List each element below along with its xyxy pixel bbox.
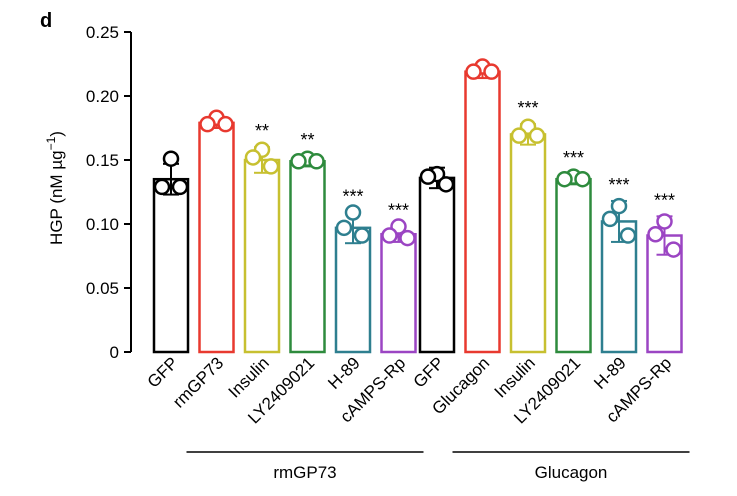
data-point [335,219,353,237]
significance-label: *** [608,175,629,195]
data-point [619,227,637,244]
data-point [483,63,500,80]
significance-label: *** [654,190,675,210]
bar [380,232,417,354]
bar [289,160,326,354]
data-point [647,225,664,243]
data-point [665,241,682,258]
significance-label: ** [300,130,314,150]
data-point [199,115,216,133]
data-point [217,115,234,133]
bar [509,133,547,354]
significance-label: ** [255,121,269,141]
data-point [419,168,437,185]
data-point [465,63,482,80]
x-tick-label: rmGP73 [169,353,227,411]
y-label-close: ) [47,131,66,137]
data-point [262,158,280,175]
data-point [308,153,325,170]
y-tick-label: 0.05 [86,279,119,298]
data-point [353,227,371,244]
data-point [290,153,307,170]
y-axis-label: HGP (nM µg−1) [44,131,66,245]
x-tick-label: GFP [410,353,448,391]
data-point [399,229,416,247]
x-tick-label: H-89 [590,353,629,392]
bar [152,177,190,354]
data-point [510,127,528,144]
y-tick-label: 0.25 [86,23,119,42]
data-point [437,176,455,193]
data-point [574,170,591,188]
x-tick-label: H-89 [324,353,363,392]
bar [464,70,501,354]
panel-label: d [40,10,53,32]
significance-label: *** [563,148,584,168]
x-tick-label: GFP [144,353,182,391]
data-point [610,197,628,215]
data-point [153,178,171,196]
data-point [381,227,398,244]
data-point [244,149,262,166]
data-point [171,178,189,196]
data-point [601,210,619,228]
bar [243,158,281,354]
significance-label: *** [388,201,409,221]
data-point [656,213,673,230]
bar [334,226,372,354]
y-tick-label: 0 [110,343,119,362]
y-label-main: HGP (nM µg [47,150,66,245]
data-point [344,204,362,221]
group-labels: rmGP73 Glucagon [186,451,690,482]
y-axis: 0 0.05 0.10 0.15 0.20 0.25 [86,23,132,362]
group-label: Glucagon [535,463,608,482]
group-label: rmGP73 [273,463,336,482]
data-point [556,170,573,188]
y-tick-label: 0.20 [86,87,119,106]
significance-label: *** [342,186,363,206]
bar [418,176,456,354]
bar [198,121,235,354]
y-tick-label: 0.15 [86,151,119,170]
y-tick-label: 0.10 [86,215,119,234]
y-label-superscript: −1 [44,136,58,150]
significance-label: *** [517,98,538,118]
bars-layer: ** ******************** [152,58,683,354]
data-point [162,150,180,167]
bar [555,177,592,354]
data-point [528,127,546,144]
